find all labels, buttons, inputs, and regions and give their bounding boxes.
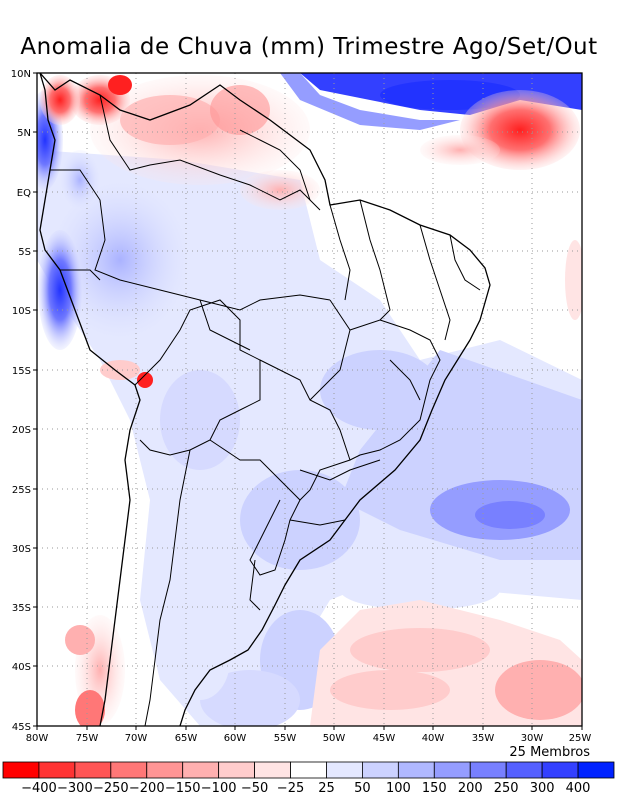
colorbar-tick-label: −50 <box>241 781 268 796</box>
colorbar-tick-label: 200 <box>458 781 483 796</box>
lat-label: 25S <box>12 485 31 496</box>
colorbar-swatch <box>254 761 291 779</box>
lon-label: 55W <box>274 733 297 744</box>
colorbar-tick-label: −300 <box>57 781 93 796</box>
colorbar-tick-label: −25 <box>277 781 304 796</box>
colorbar-swatch <box>2 761 40 779</box>
colorbar-tick-label: 400 <box>566 781 591 796</box>
colorbar-swatch <box>182 761 220 779</box>
map-frame <box>36 72 583 727</box>
colorbar-swatch <box>397 761 435 779</box>
colorbar-tick-label: 250 <box>494 781 519 796</box>
colorbar-tick-label: 100 <box>386 781 411 796</box>
lon-label: 25W <box>569 733 592 744</box>
colorbar-tick-label: 25 <box>318 781 335 796</box>
colorbar-tick-label: 300 <box>530 781 555 796</box>
colorbar-swatch <box>38 761 76 779</box>
lat-label: EQ <box>17 188 31 199</box>
lat-label: 20S <box>12 425 31 436</box>
lon-label: 65W <box>175 733 198 744</box>
lat-label: 10S <box>12 306 31 317</box>
lon-label: 75W <box>76 733 99 744</box>
lat-label: 45S <box>12 722 31 733</box>
colorbar-tick-label: −150 <box>165 781 201 796</box>
lat-label: 15S <box>12 366 31 377</box>
colorbar-swatch <box>146 761 184 779</box>
colorbar-tick-label: −100 <box>201 781 237 796</box>
lon-label: 80W <box>26 733 49 744</box>
colorbar-swatch <box>505 761 543 779</box>
colorbar-tick-label: 150 <box>422 781 447 796</box>
lat-label: 40S <box>12 662 31 673</box>
colorbar-tick-label: −250 <box>93 781 129 796</box>
lon-label: 40W <box>422 733 445 744</box>
ensemble-members-label: 25 Membros <box>509 745 590 760</box>
colorbar-swatch <box>74 761 112 779</box>
lon-label: 35W <box>472 733 495 744</box>
lat-label: 5N <box>17 128 31 139</box>
colorbar-swatch <box>362 761 399 779</box>
colorbar-tick-label: −400 <box>21 781 57 796</box>
colorbar-swatches <box>2 761 615 779</box>
colorbar-tick-label: −200 <box>129 781 165 796</box>
colorbar-swatch <box>577 761 615 779</box>
coastline <box>39 73 491 726</box>
colorbar-swatch <box>541 761 579 779</box>
lat-label: 30S <box>12 544 31 555</box>
colorbar-swatch <box>326 761 363 779</box>
map-title: Anomalia de Chuva (mm) Trimestre Ago/Set… <box>20 34 598 60</box>
lon-label: 60W <box>224 733 247 744</box>
colorbar-tick-label: 50 <box>354 781 371 796</box>
lon-label: 45W <box>373 733 396 744</box>
lat-label: 10N <box>11 69 31 80</box>
colorbar-swatch <box>433 761 471 779</box>
graticule <box>37 73 582 726</box>
colorbar-swatch <box>218 761 255 779</box>
colorbar-swatch <box>290 761 327 779</box>
lon-label: 70W <box>125 733 148 744</box>
lat-label: 5S <box>18 247 31 258</box>
lon-label: 30W <box>521 733 544 744</box>
lat-label: 35S <box>12 603 31 614</box>
colorbar-swatch <box>469 761 507 779</box>
country-borders <box>50 94 481 726</box>
colorbar-swatch <box>110 761 148 779</box>
axis-ticks <box>33 72 583 730</box>
lon-label: 50W <box>323 733 346 744</box>
